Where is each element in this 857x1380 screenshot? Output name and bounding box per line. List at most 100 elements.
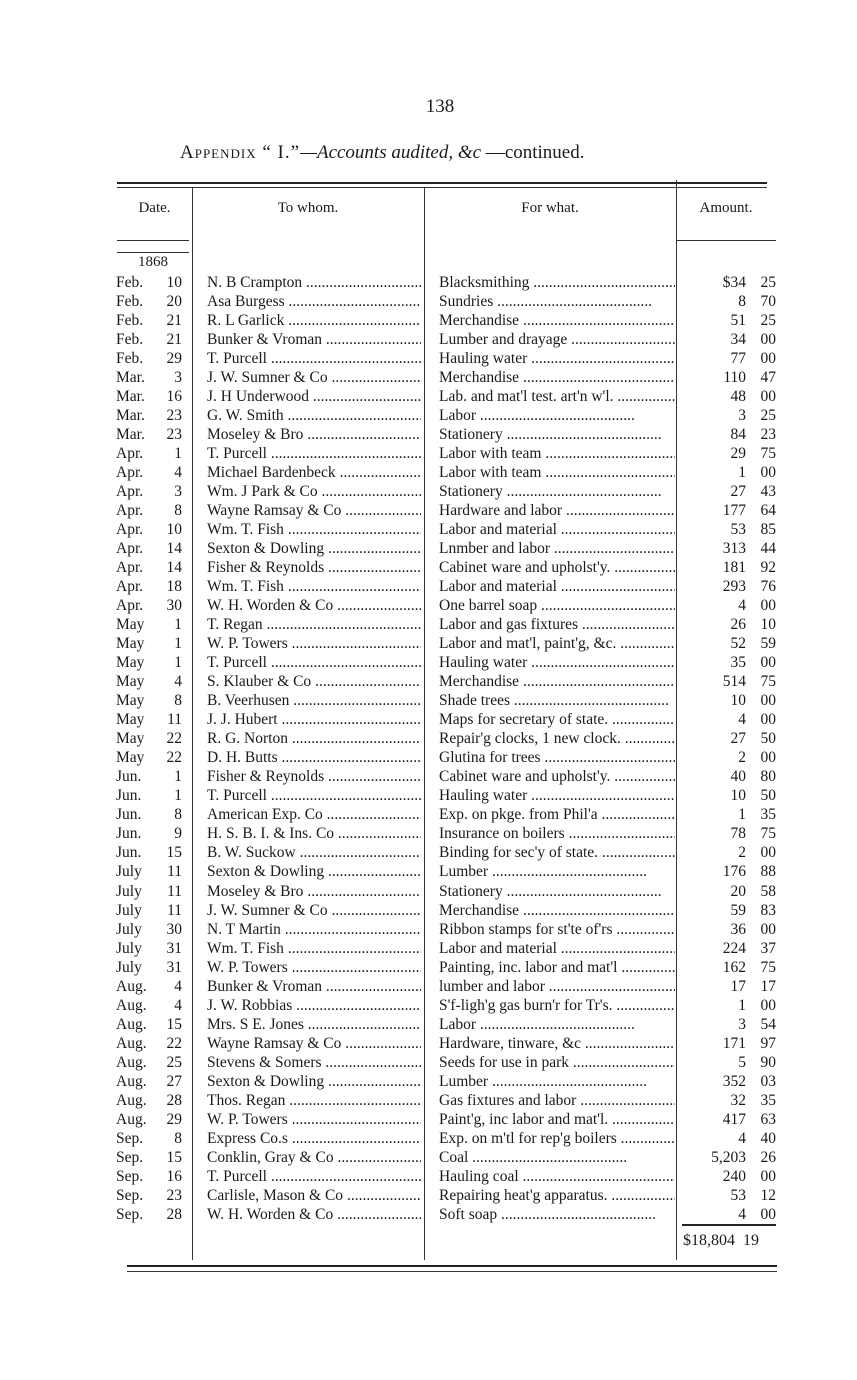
amount-dollars: 352 [722, 1072, 746, 1090]
amount-dollars: 177 [722, 502, 746, 520]
top-rule [117, 182, 767, 184]
date-month: Aug. [116, 1072, 147, 1090]
date-day: 10 [166, 274, 183, 291]
date-month: Apr. [116, 521, 144, 539]
payee: T. Purcell [207, 653, 421, 672]
payee: J. W. Robbias [207, 996, 421, 1015]
date-day: 15 [166, 1015, 183, 1033]
purpose: Merchandise [439, 672, 675, 691]
amount-dollars: 5,203 [711, 1148, 746, 1166]
payee: Sexton & Dowling [207, 539, 421, 558]
date-month: Feb. [116, 312, 144, 330]
date-month: May [116, 616, 145, 634]
amount-cents: 00 [760, 1205, 777, 1223]
purpose: Sundries [439, 292, 675, 311]
amount-dollars: 59 [730, 901, 747, 919]
amount-dollars: 26 [730, 616, 747, 634]
payee: J. J. Hubert [207, 710, 421, 729]
date-month: Sep. [116, 1148, 144, 1166]
date-month: Jun. [116, 844, 142, 862]
purpose: Glutina for trees [439, 748, 675, 767]
payee: Stevens & Somers [207, 1053, 421, 1072]
payee: J. W. Sumner & Co [207, 901, 421, 920]
date-day: 23 [166, 407, 183, 425]
date-day: 15 [166, 1148, 183, 1166]
page-title: Appendix “ I.”—Accounts audited, &c —con… [180, 142, 585, 164]
table-row: Sep. 16 T. Purcell Hauling coal 240 00 [0, 1167, 857, 1186]
payee: Asa Burgess [207, 292, 421, 311]
payee: Moseley & Bro [207, 882, 421, 901]
purpose: Cabinet ware and upholst'y. [439, 767, 675, 786]
date-day: 11 [167, 901, 182, 919]
purpose: One barrel soap [439, 596, 675, 615]
amount-dollars: 1 [738, 996, 746, 1014]
table-row: July 11 J. W. Sumner & Co Merchandise 59 83 [0, 901, 857, 920]
date-day: 18 [166, 578, 183, 596]
amount-dollars: 4 [738, 1129, 746, 1147]
date-day: 8 [174, 502, 182, 520]
payee: Fisher & Reynolds [207, 767, 421, 786]
purpose: Labor and mat'l, paint'g, &c. [439, 634, 675, 653]
purpose: Blacksmithing [439, 273, 675, 292]
payee: B. W. Suckow [207, 843, 421, 862]
purpose: Repair'g clocks, 1 new clock. [439, 729, 675, 748]
payee: D. H. Butts [207, 748, 421, 767]
date-month: July [116, 958, 142, 976]
amount-cents: 83 [760, 901, 777, 919]
amount-cents: 70 [760, 293, 777, 311]
table-row: May 1 W. P. Towers Labor and mat'l, paint'g… [0, 634, 857, 653]
amount-cents: 00 [760, 331, 777, 349]
date-month: Apr. [116, 559, 144, 577]
amount-cents: 00 [760, 844, 777, 862]
col-divider [192, 188, 193, 1260]
table-row: May 11 J. J. Hubert Maps for secretary of s… [0, 710, 857, 729]
date-month: Sep. [116, 1129, 144, 1147]
payee: Michael Bardenbeck [207, 463, 421, 482]
table-row: May 8 B. Veerhusen Shade trees 10 00 [0, 691, 857, 710]
purpose: Stationery [439, 482, 675, 501]
amount-dollars: 20 [730, 882, 747, 900]
amount-cents: 00 [760, 996, 777, 1014]
purpose: Merchandise [439, 368, 675, 387]
date-day: 10 [166, 521, 183, 539]
purpose: Hauling water [439, 653, 675, 672]
date-month: July [116, 920, 142, 938]
amount-dollars: 78 [730, 825, 747, 843]
purpose: Stationery [439, 882, 675, 901]
total-dollars: $18,804 [683, 1232, 735, 1249]
table-row: Jun. 8 American Exp. Co Exp. on pkge. from … [0, 805, 857, 824]
table-row: May 1 T. Purcell Hauling water 35 00 [0, 653, 857, 672]
table-row: Feb. 21 R. L Garlick Merchandise 51 25 [0, 311, 857, 330]
table-row: July 11 Sexton & Dowling Lumber 176 88 [0, 862, 857, 881]
payee: W. P. Towers [207, 1110, 421, 1129]
header-for-what: For what. [521, 200, 579, 216]
table-row: July 31 W. P. Towers Painting, inc. labor a… [0, 958, 857, 977]
purpose: Hardware and labor [439, 501, 675, 520]
table-row: Aug. 4 Bunker & Vroman lumber and labor 17 17 [0, 977, 857, 996]
amount-dollars: 3 [738, 1015, 746, 1033]
date-month: Apr. [116, 445, 144, 463]
amount-dollars: 1 [738, 464, 746, 482]
amount-cents: 75 [760, 958, 777, 976]
payee: B. Veerhusen [207, 691, 421, 710]
title-subject: —Accounts audited, &c [300, 142, 482, 163]
purpose: Painting, inc. labor and mat'l [439, 958, 675, 977]
amount-cents: 40 [760, 1129, 777, 1147]
table-row: Mar. 3 J. W. Sumner & Co Merchandise 110 47 [0, 368, 857, 387]
purpose: Hauling water [439, 349, 675, 368]
date-month: Sep. [116, 1186, 144, 1204]
amount-cents: 17 [760, 977, 777, 995]
purpose: lumber and labor [439, 977, 675, 996]
table-row: Aug. 28 Thos. Regan Gas fixtures and labor 3… [0, 1091, 857, 1110]
amount-cents: 00 [760, 350, 777, 368]
amount-cents: 59 [760, 635, 777, 653]
date-month: Mar. [116, 426, 145, 444]
amount-dollars: 53 [730, 521, 747, 539]
amount-dollars: 84 [730, 426, 747, 444]
amount-cents: 50 [760, 730, 777, 748]
purpose: Exp. on pkge. from Phil'a [439, 805, 675, 824]
date-month: Aug. [116, 1015, 147, 1033]
amount-dollars: 181 [722, 559, 746, 577]
date-day: 4 [174, 673, 182, 691]
purpose: Lab. and mat'l test. art'n w'l. [439, 387, 675, 406]
